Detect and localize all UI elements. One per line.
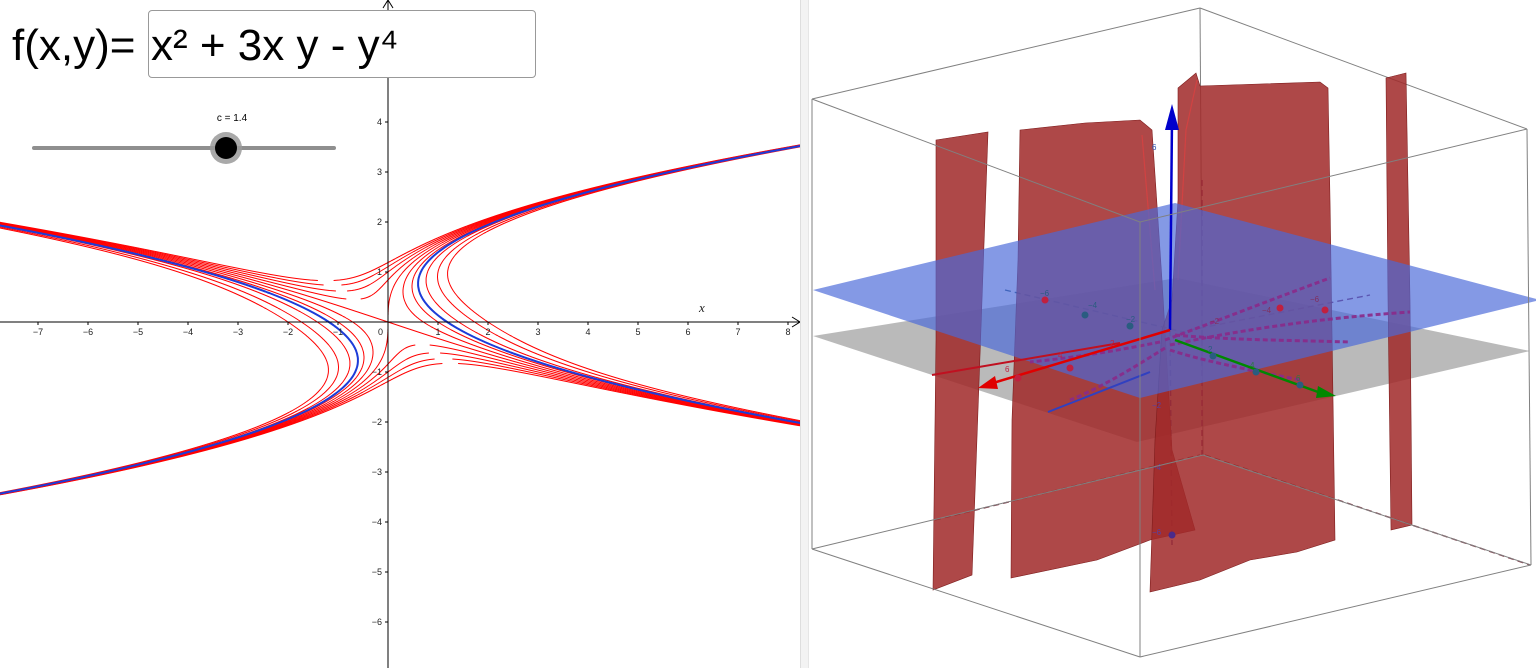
level-curve (333, 144, 800, 281)
blue-axis-label: 6 (1152, 143, 1157, 152)
level-curve (0, 352, 429, 495)
slider-handle[interactable] (215, 137, 237, 159)
axes-2d: x (0, 0, 800, 668)
red-axis-points (1014, 296, 1329, 382)
z-axis-point (1168, 531, 1176, 539)
level-curve (0, 223, 389, 495)
x-tick-label: 5 (635, 327, 640, 337)
x-tick-label: −1 (333, 327, 343, 337)
level-curve (0, 358, 435, 496)
y-tick-label: −1 (372, 367, 382, 377)
x-tick-label: 1 (435, 327, 440, 337)
slider-caption: c = 1.4 (216, 113, 248, 124)
y-tick-label: −6 (372, 617, 382, 627)
selected-level-curve (417, 144, 800, 424)
x-tick-label: 2 (485, 327, 490, 337)
graph-2d-canvas[interactable]: x −7 −6 −5 −4 −3 −2 −1 0 1 2 3 4 5 6 7 84321−1−2−3−4−5−… (0, 0, 800, 668)
green-axis-label: −2 (1126, 315, 1136, 324)
x-axis-arrow (791, 316, 800, 328)
level-curve (0, 222, 336, 292)
graph-3d-canvas[interactable]: 6 −2 −4 −6 6 4 2 −2 −4 −6 −6 −4 −2 2 4 6 (809, 0, 1536, 668)
y-tick-label: 1 (377, 267, 382, 277)
level-curve (0, 344, 416, 495)
x-tick-label: −5 (133, 327, 143, 337)
z-axis-arrow (1165, 104, 1179, 130)
plane-z-c (813, 203, 1536, 398)
level-curve (0, 223, 347, 300)
clipping-box-front (811, 98, 1532, 658)
function-input-field[interactable] (148, 10, 536, 78)
level-curve (429, 344, 800, 426)
x-tick-label: 8 (785, 327, 790, 337)
y-tick-label: −5 (372, 567, 382, 577)
y-tick-label: −2 (372, 417, 382, 427)
green-axis-label: −6 (1040, 289, 1050, 298)
level-curve (347, 144, 800, 292)
slider-track[interactable] (32, 146, 336, 150)
y-tick-label: 3 (377, 167, 382, 177)
x-tick-label: −4 (183, 327, 193, 337)
x-tick-label: −2 (283, 327, 293, 337)
tick-labels: −7 −6 −5 −4 −3 −2 −1 0 1 2 3 4 5 6 7 8 4 3 2 1 −1 −2 −3 −4 −5 −6 (33, 117, 791, 627)
blue-curve-lower (1047, 371, 1151, 413)
level-curve (425, 145, 800, 423)
x-tick-label: 0 (378, 327, 383, 337)
x-tick-label: −7 (33, 327, 43, 337)
y-axis-arrow (382, 0, 394, 9)
x-axis-name: x (698, 300, 705, 315)
green-axis-label: −4 (1088, 301, 1098, 310)
x-tick-label: 4 (585, 327, 590, 337)
x-axis-arrow-3d (978, 376, 998, 389)
red-curve-left (931, 342, 1121, 376)
level-curve (440, 352, 800, 426)
level-curve (447, 146, 800, 422)
red-axis-label: 4 (1058, 351, 1063, 360)
y-axis-line-3d (1174, 338, 1319, 394)
y-tick-label: −4 (372, 517, 382, 527)
y-axis-arrow-3d (1316, 386, 1336, 398)
level-curve (341, 144, 800, 286)
blue-axis-label: −4 (1152, 463, 1162, 472)
level-curve (0, 222, 324, 286)
red-axis-label: 2 (1110, 339, 1115, 348)
x-tick-label: 7 (735, 327, 740, 337)
view-divider[interactable] (800, 0, 809, 668)
red-axis-label: 6 (1005, 365, 1010, 374)
green-axis-label: 2 (1208, 345, 1213, 354)
level-curve (458, 363, 800, 427)
level-curve (411, 145, 800, 424)
level-curves-3d (1029, 276, 1411, 402)
blue-axis-label: −6 (1152, 528, 1162, 537)
level-curve (437, 146, 800, 423)
level-curve (0, 225, 351, 494)
level-curve (360, 144, 800, 300)
level-curve (452, 358, 800, 426)
graphics-view-3d[interactable]: 6 −2 −4 −6 6 4 2 −2 −4 −6 −6 −4 −2 2 4 6 (809, 0, 1536, 668)
x-tick-label: 3 (535, 327, 540, 337)
red-axis-label: −6 (1310, 295, 1320, 304)
level-curves (0, 144, 800, 496)
y-tick-label: −3 (372, 467, 382, 477)
green-axis-points (1081, 311, 1304, 389)
x-tick-label: 6 (685, 327, 690, 337)
blue-axis-label: −2 (1152, 401, 1162, 410)
function-label: f(x,y)= (12, 21, 136, 70)
level-curve (0, 227, 329, 494)
red-axis-label: −2 (1210, 317, 1220, 326)
level-curve (0, 363, 443, 496)
x-tick-label: −3 (233, 327, 243, 337)
surface-sheet-1 (932, 131, 989, 591)
x-tick-label: −6 (83, 327, 93, 337)
green-axis-label: 6 (1296, 374, 1301, 383)
graphics-view-2d[interactable]: x −7 −6 −5 −4 −3 −2 −1 0 1 2 3 4 5 6 7 8 4 3 2 1 −1 −2 −3 −4 −5−… (0, 0, 800, 668)
level-curve (0, 221, 318, 281)
y-tick-label: 4 (377, 117, 382, 127)
red-axis-label: −4 (1262, 306, 1272, 315)
z-axis-line (1168, 117, 1174, 331)
y-tick-label: 2 (377, 217, 382, 227)
green-axis-label: 4 (1250, 361, 1255, 370)
